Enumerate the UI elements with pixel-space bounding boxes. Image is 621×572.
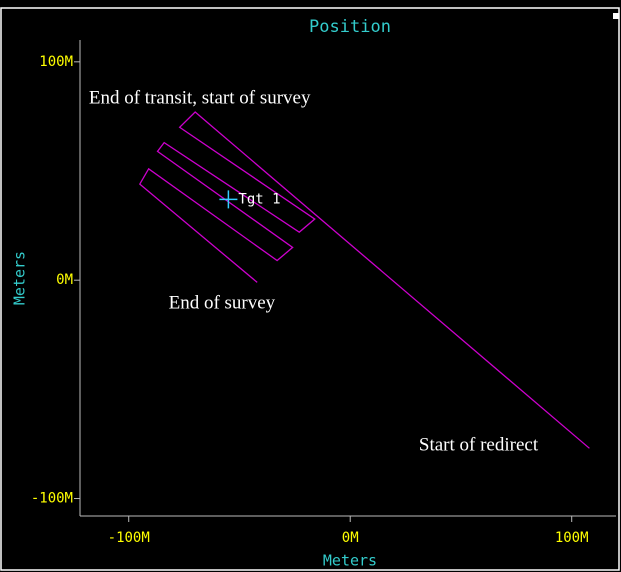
y-axis-label: Meters	[11, 251, 29, 305]
x-axis-label: Meters	[323, 552, 377, 570]
target-label: Tgt 1	[238, 191, 280, 207]
y-tick-label: 0M	[56, 272, 73, 288]
window-button[interactable]	[613, 13, 619, 19]
y-tick-label: -100M	[31, 491, 73, 507]
annotation: Start of redirect	[419, 434, 539, 455]
y-tick-label: 100M	[39, 54, 73, 70]
x-tick-label: 100M	[555, 530, 589, 546]
path-line	[138, 111, 590, 449]
x-tick-label: -100M	[108, 530, 150, 546]
frame	[0, 7, 620, 571]
annotation: End of transit, start of survey	[89, 87, 311, 108]
x-tick-label: 0M	[342, 530, 359, 546]
chart-title: Position	[309, 17, 391, 37]
annotation: End of survey	[169, 293, 276, 314]
